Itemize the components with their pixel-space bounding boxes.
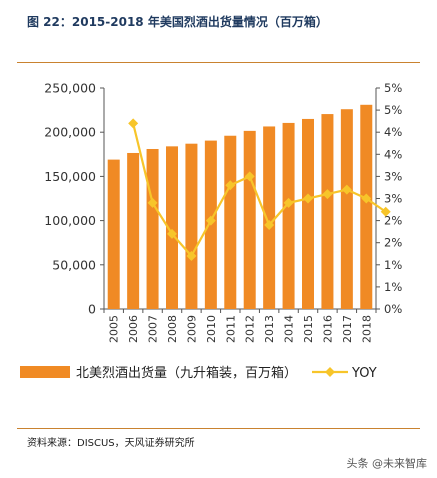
bar	[321, 114, 334, 309]
yoy-point	[303, 193, 313, 204]
legend-line-marker	[325, 367, 335, 377]
right-tick-label: 0%	[384, 302, 402, 316]
bar	[166, 146, 178, 309]
yoy-point	[361, 193, 372, 204]
x-tick-label: 2008	[166, 315, 179, 343]
bar	[107, 159, 120, 309]
right-tick-label: 5%	[384, 81, 402, 95]
x-tick-label: 2009	[185, 315, 198, 343]
watermark: 头条 @未来智库	[346, 457, 428, 470]
legend-line-label: YOY	[351, 366, 377, 381]
bar	[224, 135, 237, 309]
bar	[282, 122, 295, 309]
bar	[360, 104, 373, 310]
yoy-point	[283, 197, 294, 208]
bar	[185, 143, 198, 309]
x-tick-label: 2014	[283, 315, 296, 343]
source-divider	[17, 428, 420, 429]
x-tick-label: 2007	[147, 315, 160, 343]
yoy-point	[380, 206, 391, 217]
left-tick-label: 100,000	[44, 213, 96, 228]
left-tick-label: 200,000	[44, 125, 96, 140]
x-tick-label: 2005	[108, 315, 121, 343]
yoy-point	[322, 189, 333, 200]
bar	[146, 148, 159, 309]
yoy-point	[264, 220, 275, 231]
chart-title: 图 22：2015-2018 年美国烈酒出货量情况（百万箱）	[27, 15, 328, 29]
right-tick-label: 4%	[384, 147, 402, 161]
x-tick-label: 2013	[263, 315, 276, 343]
yoy-point	[186, 250, 197, 261]
bar	[302, 118, 314, 309]
legend-bar-swatch	[20, 366, 70, 378]
x-tick-label: 2017	[341, 315, 354, 343]
right-tick-label: 3%	[384, 169, 402, 183]
bar	[243, 130, 256, 309]
x-tick-label: 2010	[205, 315, 218, 343]
right-tick-label: 2%	[384, 236, 402, 250]
right-tick-label: 2%	[384, 214, 402, 228]
source-note: 资料来源：DISCUS，天风证券研究所	[27, 438, 195, 449]
legend-bar-label: 北美烈酒出货量（九升箱装，百万箱）	[76, 365, 297, 381]
yoy-point	[167, 228, 177, 239]
yoy-point	[205, 215, 216, 226]
title-divider	[17, 62, 420, 63]
x-tick-label: 2006	[127, 315, 140, 343]
left-tick-label: 50,000	[52, 257, 96, 272]
left-tick-label: 0	[88, 302, 96, 317]
bar	[127, 152, 140, 309]
x-tick-label: 2015	[302, 315, 315, 343]
bar	[340, 109, 353, 309]
right-tick-label: 1%	[384, 258, 402, 272]
right-tick-label: 1%	[384, 280, 402, 294]
x-tick-label: 2011	[224, 315, 237, 343]
yoy-point	[341, 184, 352, 195]
x-tick-label: 2018	[360, 315, 373, 343]
left-tick-label: 150,000	[44, 169, 96, 184]
yoy-point	[147, 197, 158, 208]
yoy-point	[244, 171, 255, 182]
bar	[263, 126, 276, 309]
right-tick-label: 3%	[384, 192, 402, 206]
x-tick-label: 2016	[321, 315, 334, 343]
yoy-point	[225, 180, 236, 191]
left-tick-label: 250,000	[44, 81, 96, 96]
yoy-point	[128, 118, 139, 129]
right-tick-label: 4%	[384, 125, 402, 139]
right-tick-label: 5%	[384, 103, 402, 117]
x-tick-label: 2012	[244, 315, 257, 343]
